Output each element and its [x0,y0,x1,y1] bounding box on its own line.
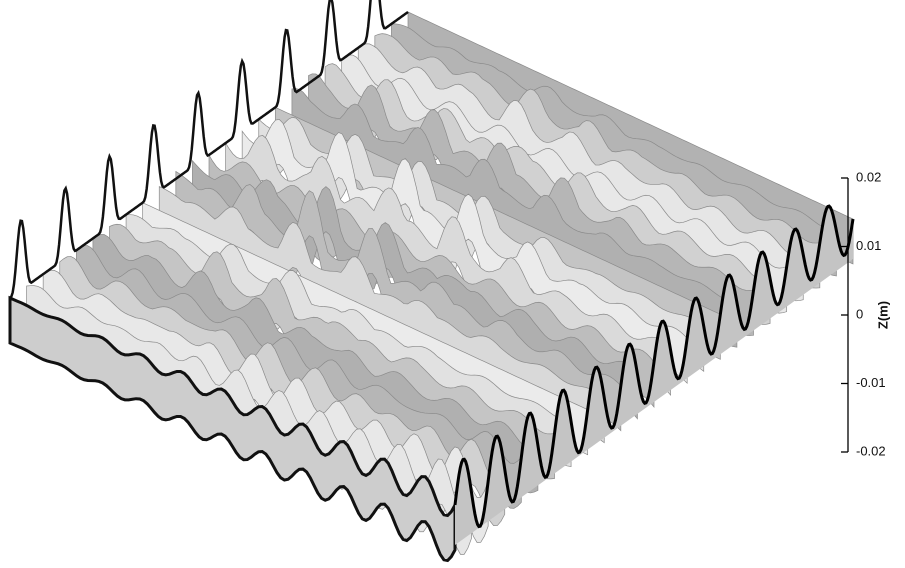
z-tick-label: -0.02 [856,443,886,458]
chart: 0.02 0.01 0 -0.01 -0.02 Z(m) [0,0,905,568]
z-tick-label: 0 [856,306,863,321]
z-tick-label: 0.02 [856,169,881,184]
z-tick-label: 0.01 [856,238,881,253]
z-tick-label: -0.01 [856,375,886,390]
z-axis-label: Z(m) [875,301,890,329]
surface [10,0,853,561]
